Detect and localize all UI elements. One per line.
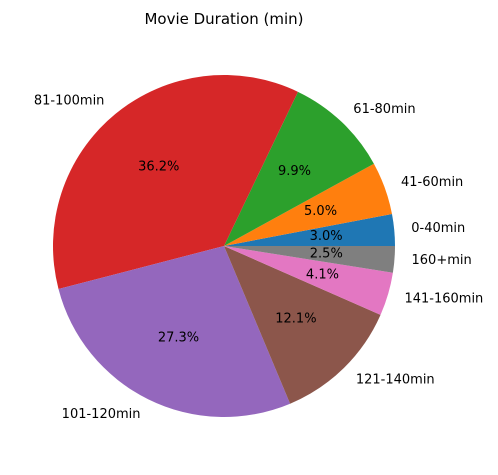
pie-slice-121-140min	[224, 246, 381, 404]
percent-label: 4.1%	[306, 267, 339, 282]
percent-label: 2.5%	[310, 247, 343, 262]
slice-label: 141-160min	[404, 291, 483, 306]
slice-label: 101-120min	[62, 407, 141, 422]
pie-slice-141-160min	[224, 246, 393, 315]
slice-label: 41-60min	[401, 175, 463, 190]
slice-label: 81-100min	[34, 93, 105, 108]
pie-slice-101-120min	[58, 246, 291, 417]
percent-label: 36.2%	[138, 159, 179, 174]
pie-slice-160plusmin	[224, 246, 395, 273]
pie-slice-41-60min	[224, 163, 392, 246]
pie-slices	[52, 74, 395, 417]
pie-slice-81-100min	[52, 74, 298, 290]
percent-label: 12.1%	[275, 312, 316, 327]
pie-slice-0-40min	[224, 213, 395, 246]
percent-label: 3.0%	[310, 229, 343, 244]
chart-title: Movie Duration (min)	[144, 10, 303, 28]
pie-slice-61-80min	[224, 91, 374, 246]
slice-label: 61-80min	[353, 102, 415, 117]
slice-label: 160+min	[412, 253, 472, 268]
percent-label: 5.0%	[304, 204, 337, 219]
pie-labels: 0-40min 3.0% 41-60min 5.0% 61-80min 9.9% 81-10…	[34, 93, 483, 422]
percent-label: 9.9%	[278, 164, 311, 179]
slice-label: 121-140min	[356, 373, 435, 388]
slice-label: 0-40min	[411, 221, 465, 236]
percent-label: 27.3%	[158, 330, 199, 345]
